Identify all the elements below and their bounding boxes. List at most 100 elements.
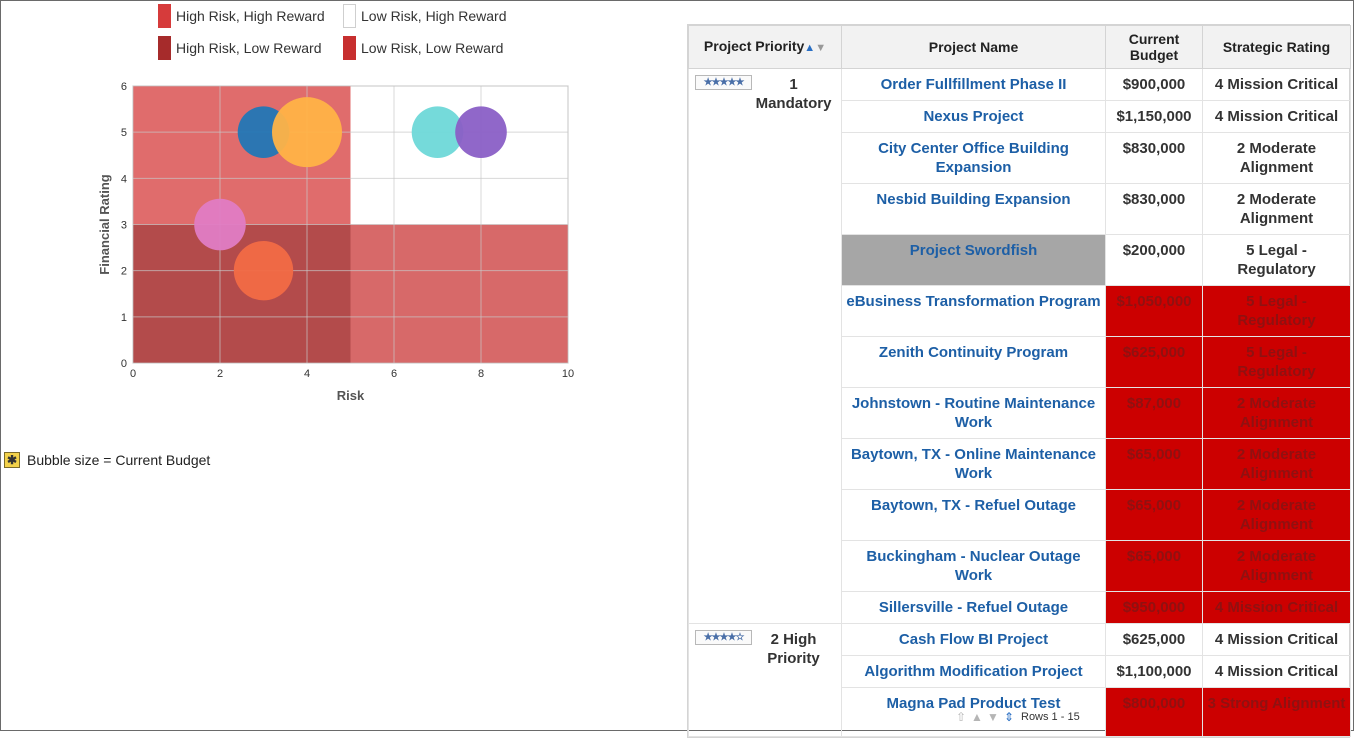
bubble-size-label: Bubble size = Current Budget bbox=[27, 452, 211, 468]
priority-line: Priority bbox=[767, 650, 820, 667]
legend-swatch bbox=[343, 4, 356, 28]
project-name-link[interactable]: Buckingham - Nuclear Outage Work bbox=[841, 540, 1106, 592]
quadrant-low-risk-low-reward bbox=[350, 224, 568, 363]
strategic-rating-cell: 2 Moderate Alignment bbox=[1202, 183, 1351, 235]
legend-item-high-risk-high-reward: High Risk, High Reward bbox=[158, 4, 325, 28]
column-header-project-priority[interactable]: Project Priority▲▼ bbox=[688, 25, 842, 69]
x-tick-label: 4 bbox=[304, 368, 310, 380]
y-tick-label: 5 bbox=[121, 127, 127, 139]
table-row: Algorithm Modification Project $1,100,000… bbox=[689, 655, 1351, 688]
project-name-link[interactable]: Project Swordfish bbox=[841, 234, 1106, 286]
legend-label: Low Risk, High Reward bbox=[361, 8, 507, 24]
column-header-current-budget[interactable]: Current Budget bbox=[1105, 25, 1203, 69]
priority-cell: ★★★★★ 1 Mandatory bbox=[688, 68, 842, 624]
quadrant-high-risk-low-reward bbox=[133, 224, 351, 363]
current-budget-cell: $625,000 bbox=[1105, 336, 1203, 388]
strategic-rating-cell: 4 Mission Critical bbox=[1202, 100, 1351, 133]
strategic-rating-cell: 2 Moderate Alignment bbox=[1202, 489, 1351, 541]
bubble-point bbox=[194, 198, 246, 251]
current-budget-cell: $1,050,000 bbox=[1105, 285, 1203, 337]
table-row: ★★★★★ 1 Mandatory Order Fullfillment Phase … bbox=[688, 68, 1351, 624]
y-axis-title: Financial Rating bbox=[97, 174, 112, 274]
table-row: Baytown, TX - Online Maintenance Work $65… bbox=[689, 438, 1351, 490]
strategic-rating-cell: 3 Strong Alignment bbox=[1202, 687, 1351, 737]
first-page-icon[interactable]: ⇧ bbox=[955, 710, 967, 724]
rating-stars-icon: ★★★★★ bbox=[695, 75, 752, 90]
priority-label: 1 Mandatory bbox=[752, 75, 835, 113]
current-budget-cell: $87,000 bbox=[1105, 387, 1203, 439]
current-budget-cell: $625,000 bbox=[1105, 623, 1203, 656]
project-name-link[interactable]: Zenith Continuity Program bbox=[841, 336, 1106, 388]
column-header-project-name[interactable]: Project Name bbox=[841, 25, 1106, 69]
x-tick-label: 2 bbox=[217, 368, 223, 380]
table-row: Nesbid Building Expansion $830,000 2 Moder… bbox=[689, 183, 1351, 235]
table-row: Sillersville - Refuel Outage $950,000 4 Mi… bbox=[689, 591, 1351, 624]
strategic-rating-cell: 4 Mission Critical bbox=[1202, 591, 1351, 624]
header-label: Project Priority bbox=[703, 38, 805, 54]
legend-item-low-risk-low-reward: Low Risk, Low Reward bbox=[343, 36, 503, 60]
y-tick-label: 0 bbox=[121, 358, 127, 370]
current-budget-cell: $1,150,000 bbox=[1105, 100, 1203, 133]
project-name-link[interactable]: eBusiness Transformation Program bbox=[841, 285, 1106, 337]
project-name-link[interactable]: Nexus Project bbox=[841, 100, 1106, 133]
table-row: City Center Office Building Expansion $83… bbox=[689, 132, 1351, 184]
legend-swatch bbox=[158, 4, 171, 28]
previous-page-icon[interactable]: ▲ bbox=[971, 710, 983, 724]
strategic-rating-cell: 4 Mission Critical bbox=[1202, 623, 1351, 656]
current-budget-cell: $200,000 bbox=[1105, 234, 1203, 286]
current-budget-cell: $950,000 bbox=[1105, 591, 1203, 624]
y-tick-label: 4 bbox=[121, 173, 127, 185]
x-tick-label: 6 bbox=[391, 368, 397, 380]
sort-ascending-icon[interactable]: ▲ bbox=[804, 42, 816, 54]
strategic-rating-cell: 5 Legal - Regulatory bbox=[1202, 234, 1351, 286]
current-budget-cell: $65,000 bbox=[1105, 438, 1203, 490]
bubble-point bbox=[411, 106, 464, 158]
bubble-point bbox=[455, 106, 507, 158]
pagination: ⇧ ▲ ▼ ⇕ Rows 1 - 15 bbox=[953, 710, 1080, 724]
legend-label: High Risk, High Reward bbox=[176, 8, 325, 24]
table-row: eBusiness Transformation Program $1,050,0… bbox=[689, 285, 1351, 337]
strategic-rating-cell: 4 Mission Critical bbox=[1202, 655, 1351, 688]
project-name-link[interactable]: Baytown, TX - Online Maintenance Work bbox=[841, 438, 1106, 490]
sort-descending-icon[interactable]: ▼ bbox=[815, 42, 827, 54]
project-name-link[interactable]: Algorithm Modification Project bbox=[841, 655, 1106, 688]
bubble-point bbox=[272, 97, 342, 168]
table-row: Zenith Continuity Program $625,000 5 Legal… bbox=[689, 336, 1351, 388]
legend-label: Low Risk, Low Reward bbox=[361, 40, 504, 56]
project-name-link[interactable]: City Center Office Building Expansion bbox=[841, 132, 1106, 184]
bubble-legend-icon[interactable]: ✱ bbox=[4, 452, 20, 468]
project-name-link[interactable]: Order Fullfillment Phase II bbox=[841, 68, 1106, 101]
chart-legend: High Risk, High Reward Low Risk, High Re… bbox=[158, 4, 538, 64]
project-name-link[interactable]: Magna Pad Product Test bbox=[841, 687, 1106, 737]
x-tick-label: 8 bbox=[478, 368, 484, 380]
header-label: Strategic Rating bbox=[1222, 39, 1331, 55]
project-name-link[interactable]: Nesbid Building Expansion bbox=[841, 183, 1106, 235]
rating-stars-icon: ★★★★☆ bbox=[695, 630, 752, 645]
x-tick-label: 0 bbox=[130, 368, 136, 380]
all-rows-icon[interactable]: ⇕ bbox=[1003, 710, 1015, 724]
priority-label: 2 High Priority bbox=[752, 630, 835, 668]
strategic-rating-cell: 2 Moderate Alignment bbox=[1202, 387, 1351, 439]
header-label: Budget bbox=[1129, 47, 1179, 63]
priority-cell: ★★★★☆ 2 High Priority bbox=[688, 623, 842, 737]
project-name-link[interactable]: Cash Flow BI Project bbox=[841, 623, 1106, 656]
next-page-icon[interactable]: ▼ bbox=[987, 710, 999, 724]
y-tick-label: 2 bbox=[121, 266, 127, 278]
strategic-rating-cell: 2 Moderate Alignment bbox=[1202, 132, 1351, 184]
rows-range-label: Rows 1 - 15 bbox=[1021, 711, 1080, 723]
column-header-strategic-rating[interactable]: Strategic Rating bbox=[1202, 25, 1351, 69]
project-name-link[interactable]: Baytown, TX - Refuel Outage bbox=[841, 489, 1106, 541]
y-tick-label: 6 bbox=[121, 81, 127, 93]
strategic-rating-cell: 2 Moderate Alignment bbox=[1202, 540, 1351, 592]
strategic-rating-cell: 5 Legal - Regulatory bbox=[1202, 336, 1351, 388]
table-row: Magna Pad Product Test $800,000 3 Strong A… bbox=[689, 687, 1351, 737]
table-row: Johnstown - Routine Maintenance Work $87,… bbox=[689, 387, 1351, 439]
bubble-point bbox=[233, 240, 294, 301]
project-name-link[interactable]: Sillersville - Refuel Outage bbox=[841, 591, 1106, 624]
strategic-rating-cell: 5 Legal - Regulatory bbox=[1202, 285, 1351, 337]
project-name-link[interactable]: Johnstown - Routine Maintenance Work bbox=[841, 387, 1106, 439]
current-budget-cell: $900,000 bbox=[1105, 68, 1203, 101]
priority-line: Mandatory bbox=[755, 95, 832, 112]
legend-item-low-risk-high-reward: Low Risk, High Reward bbox=[343, 4, 507, 28]
current-budget-cell: $830,000 bbox=[1105, 132, 1203, 184]
